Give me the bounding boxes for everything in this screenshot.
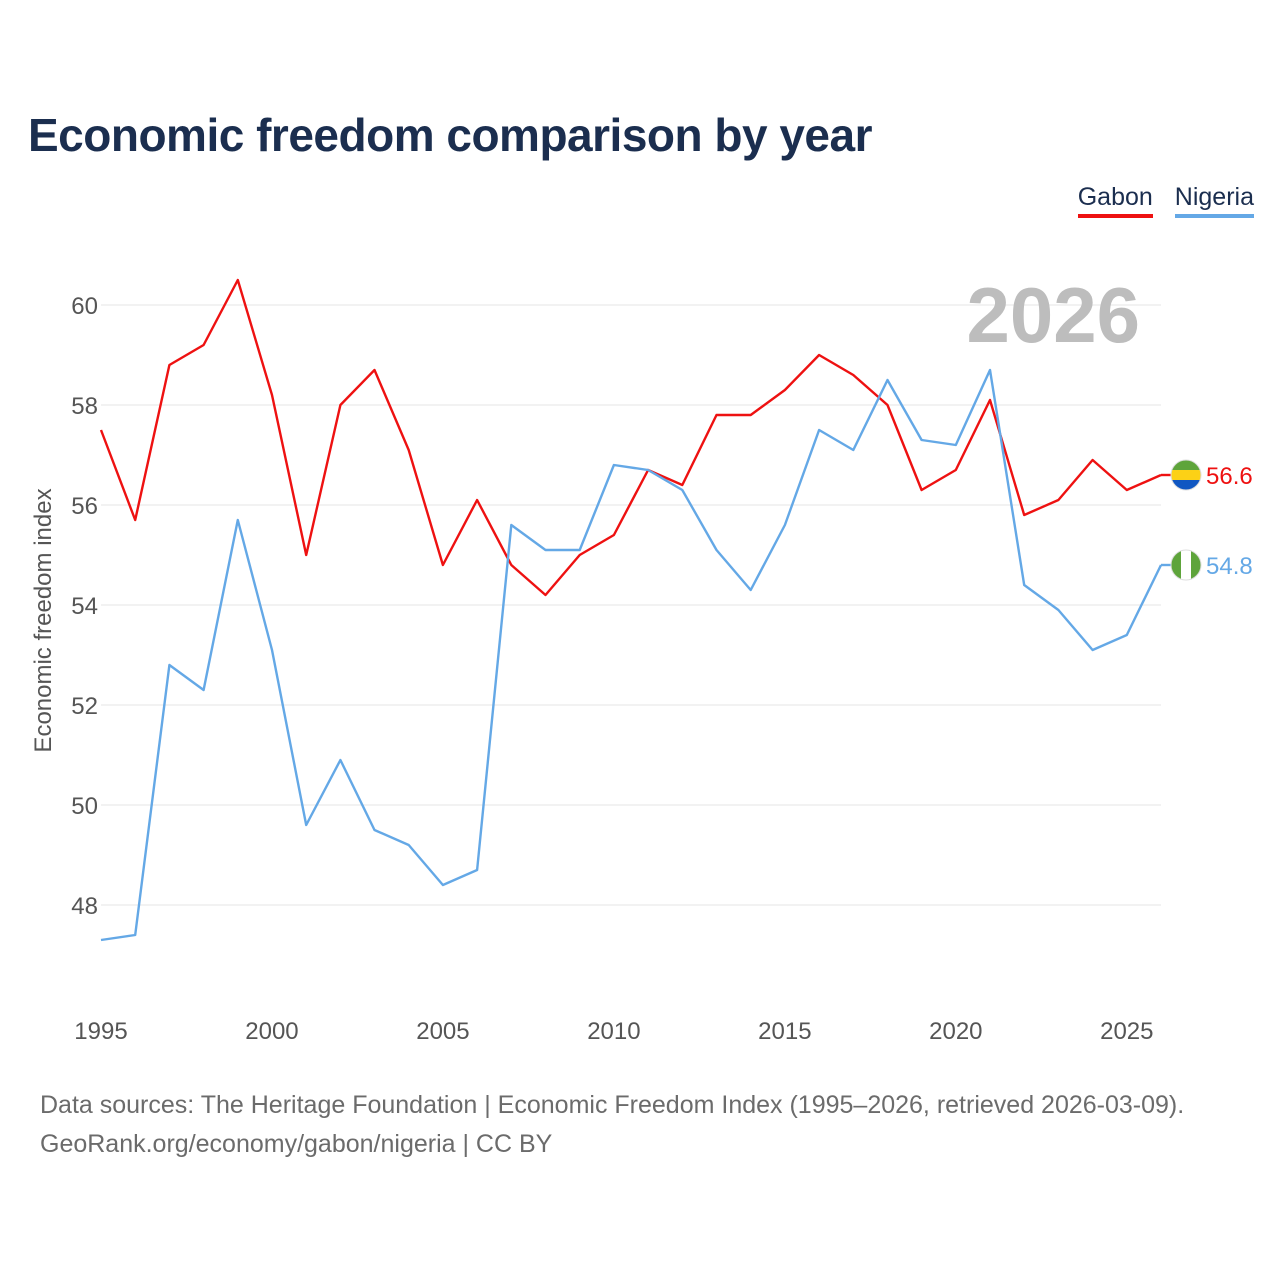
data-point-nigeria xyxy=(678,486,686,494)
data-point-gabon xyxy=(473,496,481,504)
data-point-nigeria xyxy=(371,826,379,834)
data-point-gabon xyxy=(986,396,994,404)
data-point-gabon xyxy=(918,486,926,494)
data-point-gabon xyxy=(371,366,379,374)
data-point-nigeria xyxy=(1123,631,1131,639)
data-point-nigeria xyxy=(268,646,276,654)
x-tick-label: 2025 xyxy=(1100,1018,1153,1045)
data-point-nigeria xyxy=(849,446,857,454)
x-tick-label: 2005 xyxy=(416,1018,469,1045)
data-point-gabon xyxy=(200,341,208,349)
end-markers: 56.6 54.8 xyxy=(1161,459,1253,581)
end-value-label-nigeria: 54.8 xyxy=(1206,553,1253,580)
data-point-gabon xyxy=(1089,456,1097,464)
data-point-nigeria xyxy=(747,586,755,594)
data-point-gabon xyxy=(815,351,823,359)
data-point-gabon xyxy=(268,391,276,399)
chart-title: Economic freedom comparison by year xyxy=(28,109,873,161)
data-point-gabon xyxy=(610,531,618,539)
source-line-2[interactable]: GeoRank.org/economy/gabon/nigeria | CC B… xyxy=(40,1130,553,1158)
gridlines xyxy=(101,304,1161,906)
data-point-nigeria xyxy=(473,866,481,874)
data-point-gabon xyxy=(1054,496,1062,504)
data-point-nigeria xyxy=(576,546,584,554)
data-point-gabon xyxy=(849,371,857,379)
data-point-gabon xyxy=(1123,486,1131,494)
x-tick-label: 2010 xyxy=(587,1018,640,1045)
x-tick-label: 1995 xyxy=(74,1018,127,1045)
data-point-nigeria xyxy=(781,521,789,529)
current-year-label: 2026 xyxy=(966,271,1140,359)
data-point-nigeria xyxy=(131,931,139,939)
data-point-gabon xyxy=(747,411,755,419)
y-axis-title: Economic freedom index xyxy=(30,488,57,752)
y-tick-label: 60 xyxy=(71,293,98,320)
legend-item-nigeria[interactable]: Nigeria xyxy=(1174,183,1254,218)
data-point-nigeria xyxy=(610,461,618,469)
series-lines xyxy=(97,276,1163,944)
data-point-nigeria xyxy=(165,661,173,669)
data-point-gabon xyxy=(712,411,720,419)
x-axis-ticks: 1995 2000 2005 2010 2015 2020 2025 xyxy=(74,1018,1153,1045)
x-tick-label: 2020 xyxy=(929,1018,982,1045)
y-tick-label: 58 xyxy=(71,393,98,420)
data-point-gabon xyxy=(781,386,789,394)
gabon-flag-icon xyxy=(1171,460,1201,490)
data-point-nigeria xyxy=(1020,581,1028,589)
data-point-nigeria xyxy=(1054,606,1062,614)
data-point-nigeria xyxy=(1089,646,1097,654)
x-tick-label: 2015 xyxy=(758,1018,811,1045)
data-point-gabon xyxy=(952,466,960,474)
data-point-nigeria xyxy=(883,376,891,384)
y-tick-label: 50 xyxy=(71,793,98,820)
data-point-gabon xyxy=(302,551,310,559)
data-point-gabon xyxy=(542,591,550,599)
data-point-gabon xyxy=(1020,511,1028,519)
y-tick-label: 48 xyxy=(71,893,98,920)
data-point-nigeria xyxy=(986,366,994,374)
data-point-gabon xyxy=(405,446,413,454)
data-point-nigeria xyxy=(542,546,550,554)
data-point-nigeria xyxy=(918,436,926,444)
data-point-nigeria xyxy=(302,821,310,829)
y-tick-label: 52 xyxy=(71,693,98,720)
data-point-nigeria xyxy=(336,756,344,764)
data-point-gabon xyxy=(336,401,344,409)
y-tick-label: 54 xyxy=(71,593,98,620)
source-note: Data sources: The Heritage Foundation | … xyxy=(40,1086,1184,1164)
data-point-nigeria xyxy=(644,466,652,474)
legend: Gabon Nigeria xyxy=(1077,183,1254,218)
data-point-gabon xyxy=(165,361,173,369)
data-point-nigeria xyxy=(507,521,515,529)
data-point-nigeria xyxy=(815,426,823,434)
data-point-nigeria xyxy=(712,546,720,554)
data-point-gabon xyxy=(97,426,105,434)
data-point-gabon xyxy=(234,276,242,284)
series-line-nigeria xyxy=(100,368,1163,942)
line-chart: 48 50 52 54 56 58 60 1995 2000 2005 2010 2015 2020 2… xyxy=(30,271,1253,1045)
y-axis-ticks: 48 50 52 54 56 58 60 xyxy=(71,293,98,920)
y-tick-label: 56 xyxy=(71,493,98,520)
data-point-nigeria xyxy=(439,881,447,889)
data-point-nigeria xyxy=(97,936,105,944)
data-point-nigeria xyxy=(952,441,960,449)
data-point-gabon xyxy=(439,561,447,569)
data-point-nigeria xyxy=(234,516,242,524)
end-value-label-gabon: 56.6 xyxy=(1206,463,1253,490)
legend-item-gabon[interactable]: Gabon xyxy=(1077,183,1153,218)
data-point-gabon xyxy=(883,401,891,409)
data-point-nigeria xyxy=(200,686,208,694)
nigeria-flag-icon xyxy=(1171,550,1201,580)
series-line-gabon xyxy=(99,278,1162,597)
data-point-gabon xyxy=(131,516,139,524)
x-tick-label: 2000 xyxy=(245,1018,298,1045)
source-line-1: Data sources: The Heritage Foundation | … xyxy=(40,1091,1185,1119)
data-point-nigeria xyxy=(405,841,413,849)
